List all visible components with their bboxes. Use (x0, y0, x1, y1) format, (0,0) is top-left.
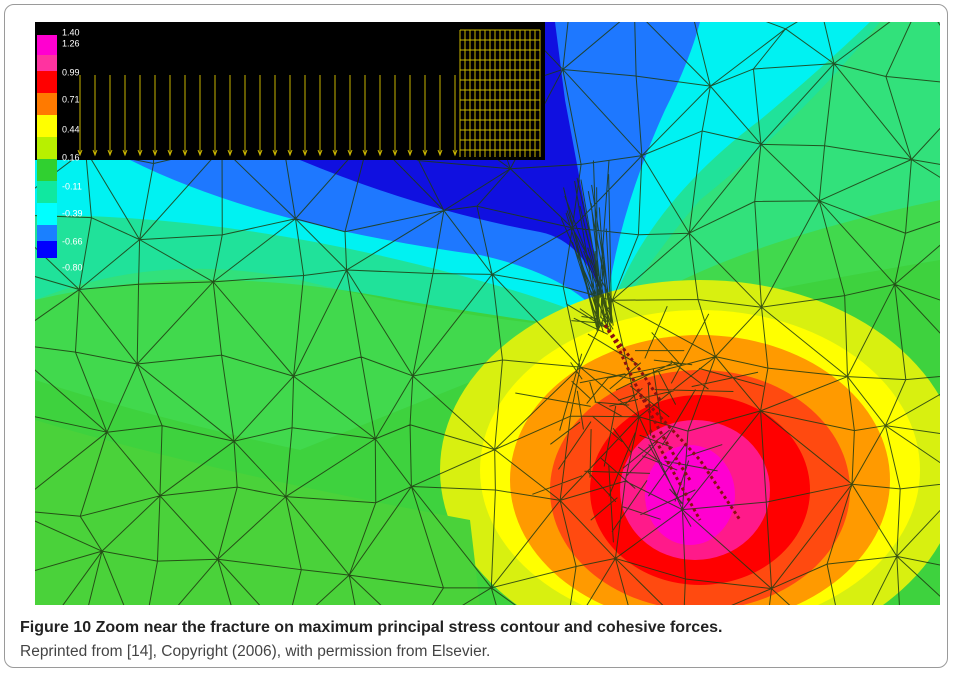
legend-label: -0.39 (62, 208, 83, 218)
page: 1.401.26 0.99 0.71 0.44 0.16 -0.11 -0.39 -0.66 -… (0, 0, 956, 677)
legend-label: -0.66 (62, 236, 83, 246)
legend-label: 0.99 (62, 67, 80, 77)
contour-plot: 1.401.26 0.99 0.71 0.44 0.16 -0.11 -0.39 -0.66 -… (0, 0, 956, 612)
caption-label: Figure 10 (20, 619, 91, 636)
legend-label: -0.11 (62, 181, 82, 191)
legend-label: -0.80 (62, 262, 83, 272)
legend-label: 0.16 (62, 152, 80, 162)
caption-text: Zoom near the fracture on maximum princi… (96, 619, 723, 636)
caption-title: Figure 10 Zoom near the fracture on maxi… (20, 619, 722, 637)
legend-label: 0.71 (62, 94, 80, 104)
legend-label: 1.40 (62, 27, 80, 37)
legend-label: 1.26 (62, 38, 80, 48)
caption-credit: Reprinted from [14], Copyright (2006), w… (20, 643, 490, 661)
contour-field: 1.401.26 0.99 0.71 0.44 0.16 -0.11 -0.39 -0.66 -… (0, 0, 956, 612)
color-scale (37, 35, 57, 258)
legend-label: 0.44 (62, 124, 80, 134)
